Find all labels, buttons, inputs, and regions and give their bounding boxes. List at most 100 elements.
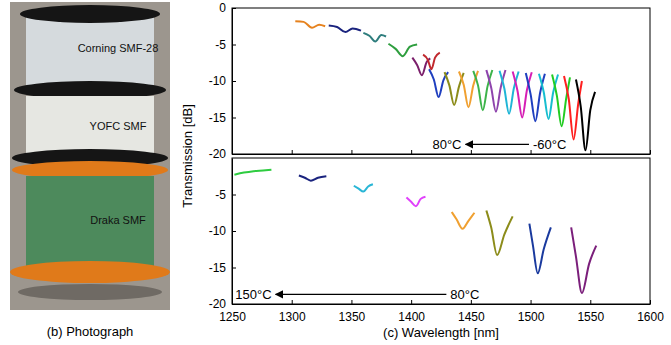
spool-fiber [26, 176, 154, 268]
tick-label: 1450 [458, 310, 485, 324]
annotation: 80°C [450, 287, 479, 302]
spectrum-line [529, 224, 550, 274]
tick-mark [471, 150, 472, 154]
tick-label: -20 [209, 147, 227, 161]
tick: -5 [215, 188, 236, 202]
tick: -15 [209, 261, 236, 275]
spectrum-line [500, 71, 519, 114]
spectrum-line [406, 197, 425, 206]
tick-label: 0 [219, 1, 226, 15]
spectrum-line [571, 227, 596, 293]
tick-mark [650, 300, 651, 304]
tick: 1500 [518, 300, 545, 324]
tick: 1450 [458, 300, 485, 324]
tick [411, 150, 412, 154]
tick-mark [351, 150, 352, 154]
spectrum-line [564, 76, 582, 140]
tick: -15 [209, 111, 236, 125]
tick-mark [531, 150, 532, 154]
annotation: -60°C [533, 137, 566, 152]
spool-label: Draka SMF [90, 214, 146, 226]
spectrum-line [513, 72, 532, 118]
spectrum-line [295, 21, 325, 28]
annotation: 150°C [235, 287, 271, 302]
spool-flange [10, 261, 170, 283]
spool-flange [20, 5, 160, 23]
spectrum-line [473, 70, 492, 110]
annotation-arrow [276, 294, 447, 295]
x-axis: 1250 1300 1350 1400 1450 1500 1550 1600 [219, 300, 664, 324]
tick-label: 1250 [219, 310, 246, 324]
photo-background [10, 2, 170, 310]
spectrum-line [486, 70, 505, 112]
spectrum-line [329, 26, 361, 33]
tick-label: -10 [209, 74, 227, 88]
tick-mark [351, 300, 352, 304]
tick-label: 1400 [398, 310, 425, 324]
annotation-arrow [465, 144, 528, 145]
axis-line [233, 154, 651, 155]
tick-mark [590, 300, 591, 304]
tick-mark [650, 150, 651, 154]
spectrum-line [486, 211, 512, 256]
tick-label: -5 [215, 188, 226, 202]
plot-frame [232, 158, 650, 304]
photograph: Corning SMF-28YOFC SMFDraka SMF [10, 2, 170, 310]
plot-area [295, 21, 595, 150]
tick-mark [411, 150, 412, 154]
tick [590, 150, 591, 154]
tick [351, 150, 352, 154]
tick-label: 1500 [518, 310, 545, 324]
tick-mark [232, 154, 236, 155]
tick: 1300 [279, 300, 306, 324]
spectrum-line [423, 53, 440, 70]
panel: 12501300135014001450150015501600-5-10-15… [209, 158, 665, 324]
tick: -5 [215, 38, 236, 52]
axis-line [233, 304, 651, 305]
table-shadow [18, 284, 162, 300]
tick-mark [292, 300, 293, 304]
spectrum-line [452, 212, 475, 229]
panel: 0 -5 -10 -15 -20 [209, 1, 651, 161]
tick: 1600 [637, 300, 664, 324]
caption: (b) Photograph [47, 324, 134, 339]
figure: Corning SMF-28YOFC SMFDraka SMF (b) Photo… [0, 0, 671, 345]
spectrum-line [234, 170, 271, 175]
spectrum-line [354, 184, 373, 191]
tick: -10 [209, 74, 236, 88]
tick-mark [232, 268, 236, 269]
tick-label: 1550 [577, 310, 604, 324]
tick-mark [232, 81, 236, 82]
annotation: 80°C [432, 137, 461, 152]
spectrum-line [552, 74, 570, 126]
y-axis: -5-10-15-20 [209, 159, 236, 312]
tick-mark [232, 231, 236, 232]
tick: -20 [209, 297, 236, 311]
tick-mark [232, 118, 236, 119]
tick-label: -15 [209, 111, 227, 125]
plot-area [234, 170, 596, 293]
tick-mark [292, 150, 293, 154]
y-axis: 0 -5 -10 -15 -20 [209, 1, 236, 161]
x-axis-title: (c) Wavelength [nm] [383, 325, 499, 340]
tick: 1350 [339, 300, 366, 324]
spectrum-line [299, 176, 326, 181]
spectrum-line [388, 44, 417, 56]
tick-mark [232, 195, 236, 196]
spectrum-line [363, 33, 386, 42]
plot-frame [232, 8, 650, 154]
tick-label: 1300 [279, 310, 306, 324]
tick [531, 150, 532, 154]
tick-label: 1350 [339, 310, 366, 324]
tick-mark [531, 300, 532, 304]
spectrum-line [576, 80, 595, 151]
tick-label: -15 [209, 261, 227, 275]
spectrum-line [539, 74, 558, 119]
tick [471, 150, 472, 154]
tick-mark [590, 150, 591, 154]
tick: 1550 [577, 300, 604, 324]
tick-mark [232, 8, 236, 9]
tick-label: 1600 [637, 310, 664, 324]
tick-label: -20 [209, 297, 227, 311]
tick: 0 [219, 1, 236, 15]
